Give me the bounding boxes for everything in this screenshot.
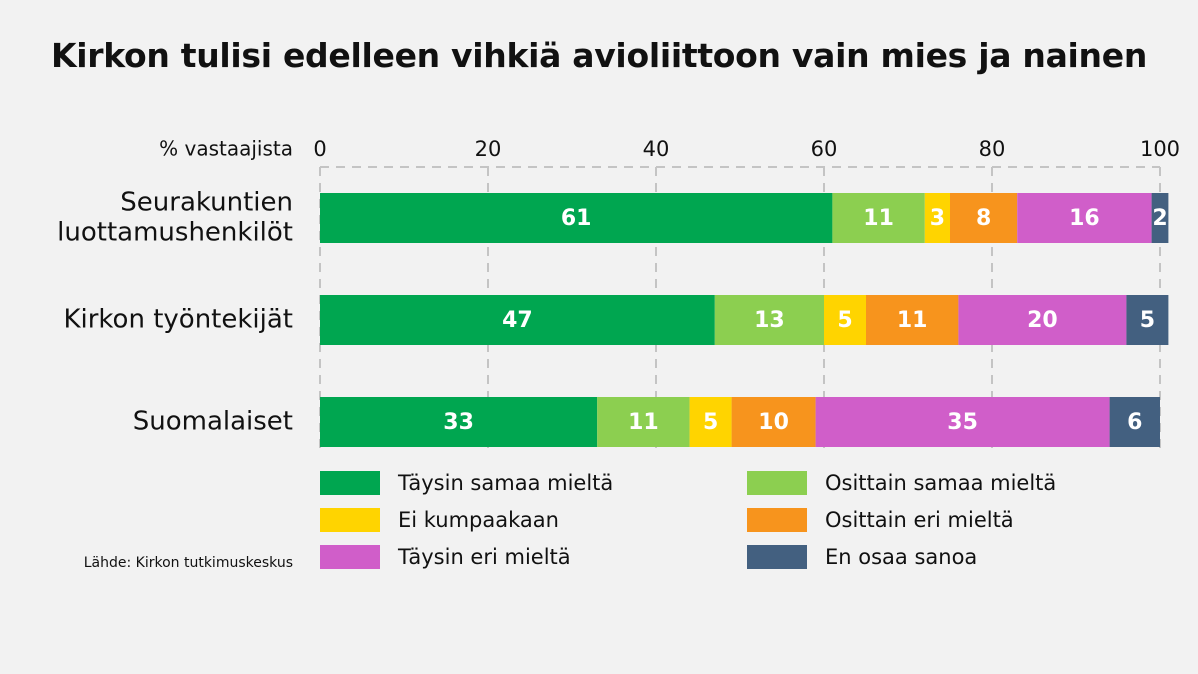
legend-label: En osaa sanoa	[825, 545, 977, 569]
chart-title: Kirkon tulisi edelleen vihkiä avioliitto…	[50, 36, 1148, 75]
bar-segment	[731, 397, 816, 447]
bar-segment	[320, 295, 715, 345]
bar-value-label: 5	[837, 308, 852, 333]
x-axis-label: % vastaajista	[159, 137, 293, 161]
x-tick-label: 20	[475, 137, 502, 161]
bar-segment	[832, 193, 925, 243]
legend-swatch	[320, 471, 380, 495]
bar-value-label: 11	[897, 308, 928, 333]
legend-label: Ei kumpaakaan	[398, 508, 559, 532]
legend-swatch	[747, 471, 807, 495]
bar-segment	[815, 397, 1110, 447]
legend-swatch	[320, 545, 380, 569]
bar-value-label: 11	[628, 410, 659, 435]
source-label: Lähde: Kirkon tutkimuskeskus	[84, 555, 293, 571]
bar-segment	[950, 193, 1018, 243]
legend-label: Täysin eri mieltä	[397, 545, 571, 569]
bar-segment	[1126, 295, 1169, 345]
x-tick-label: 80	[979, 137, 1006, 161]
legend-label: Osittain samaa mieltä	[825, 471, 1056, 495]
category-label: Seurakuntien	[120, 188, 293, 218]
x-tick-label: 40	[643, 137, 670, 161]
bar-segment	[1151, 193, 1169, 243]
bar-value-label: 5	[703, 410, 718, 435]
category-label: Suomalaiset	[133, 407, 293, 437]
bar-segment	[866, 295, 959, 345]
bar-segment	[1017, 193, 1152, 243]
bar-segment	[958, 295, 1127, 345]
legend-label: Täysin samaa mieltä	[397, 471, 613, 495]
bar-segment	[924, 193, 950, 243]
bar-value-label: 47	[502, 308, 533, 333]
bar-segment	[320, 397, 598, 447]
bar-value-label: 6	[1127, 410, 1142, 435]
bar-value-label: 33	[443, 410, 474, 435]
bar-segment	[597, 397, 690, 447]
x-tick-label: 0	[313, 137, 326, 161]
x-tick-label: 60	[811, 137, 838, 161]
x-tick-label: 100	[1140, 137, 1180, 161]
bar-segment	[689, 397, 732, 447]
bar-value-label: 13	[754, 308, 785, 333]
bar-value-label: 61	[561, 206, 592, 231]
bar-segment	[1109, 397, 1160, 447]
bar-segment	[320, 193, 833, 243]
bar-value-label: 8	[976, 206, 991, 231]
bar-value-label: 20	[1027, 308, 1058, 333]
bar-segment	[824, 295, 866, 345]
legend-swatch	[747, 545, 807, 569]
bar-value-label: 3	[930, 206, 945, 231]
bar-segment	[714, 295, 824, 345]
bar-value-label: 5	[1140, 308, 1155, 333]
legend-swatch	[747, 508, 807, 532]
legend-swatch	[320, 508, 380, 532]
bar-value-label: 10	[758, 410, 789, 435]
category-label: Kirkon työntekijät	[63, 305, 293, 335]
bar-value-label: 16	[1069, 206, 1100, 231]
bar-value-label: 2	[1152, 206, 1167, 231]
bar-value-label: 35	[947, 410, 978, 435]
bar-value-label: 11	[863, 206, 894, 231]
category-label: luottamushenkilöt	[57, 218, 293, 248]
legend-label: Osittain eri mieltä	[825, 508, 1014, 532]
